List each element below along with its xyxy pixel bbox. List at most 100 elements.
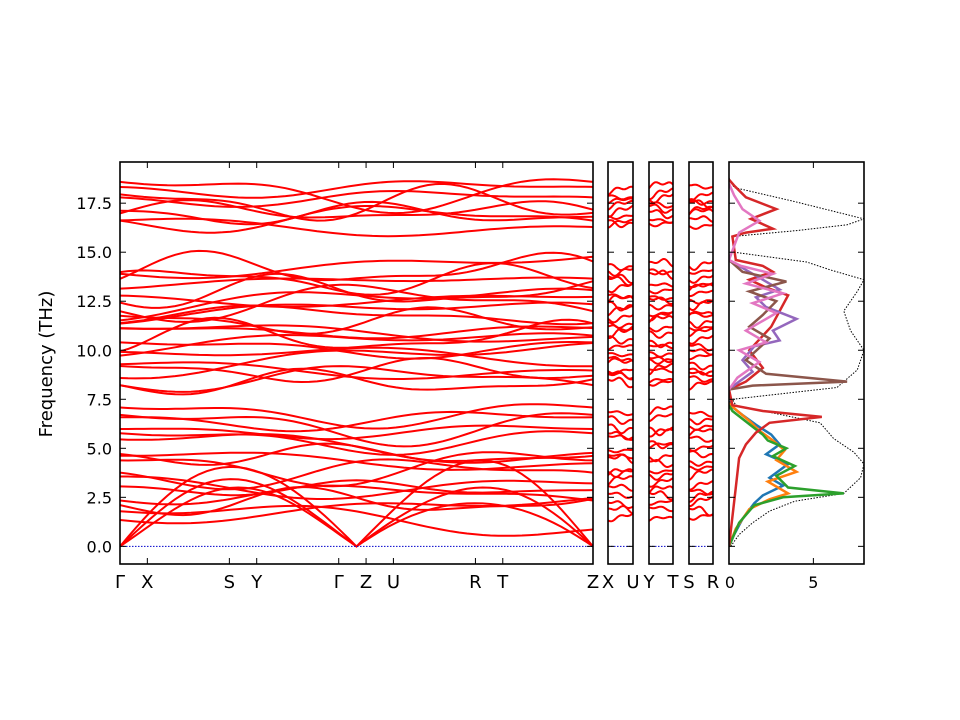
dos-x-tick-label: 0 xyxy=(725,573,735,592)
band-line xyxy=(120,325,593,340)
band-line xyxy=(120,342,593,380)
band-line xyxy=(689,367,713,376)
x-tick-label-S: S xyxy=(683,572,694,593)
band-line xyxy=(649,477,673,488)
band-line xyxy=(689,191,713,202)
band-line xyxy=(608,512,633,523)
band-line xyxy=(689,460,713,467)
band-line xyxy=(120,356,593,384)
band-line xyxy=(649,440,673,450)
band-line xyxy=(120,479,593,497)
band-line xyxy=(649,426,673,437)
y-axis-label: Frequency (THz) xyxy=(36,291,57,438)
band-line xyxy=(608,314,633,324)
band-line xyxy=(608,218,633,229)
band-line xyxy=(608,267,633,277)
band-line xyxy=(689,488,713,496)
band-line xyxy=(649,295,673,301)
y-tick-label: 12.5 xyxy=(76,292,112,311)
band-line xyxy=(120,262,593,296)
band-line xyxy=(608,185,633,196)
band-line xyxy=(608,448,633,454)
band-line xyxy=(120,255,593,280)
band-line xyxy=(608,214,633,220)
band-line xyxy=(649,268,673,276)
x-tick-label-Γ: Γ xyxy=(115,572,125,593)
band-line xyxy=(649,362,673,376)
x-tick-label-S: S xyxy=(224,572,235,593)
band-line xyxy=(649,469,673,475)
dos-x-tick-label: 5 xyxy=(808,573,818,592)
band-line xyxy=(608,355,633,364)
x-tick-label-Y: Y xyxy=(250,572,263,593)
band-line xyxy=(608,469,633,479)
band-line xyxy=(689,311,713,318)
band-line xyxy=(649,339,673,349)
band-line xyxy=(608,415,633,425)
band-panel-frame-0 xyxy=(119,161,594,565)
band-line xyxy=(689,375,713,383)
band-line xyxy=(649,330,673,339)
band-line xyxy=(120,365,593,393)
band-line xyxy=(689,320,713,329)
band-panel-2 xyxy=(649,181,673,547)
x-tick-label-Γ: Γ xyxy=(334,572,344,593)
y-tick-label: 7.5 xyxy=(87,390,112,409)
band-line xyxy=(689,282,713,289)
band-panel-frame-3 xyxy=(688,161,714,565)
band-line xyxy=(120,451,593,488)
y-tick-label: 15.0 xyxy=(76,243,112,262)
dos-series-3 xyxy=(729,404,844,547)
band-line xyxy=(608,305,633,317)
band-line xyxy=(120,451,593,471)
band-line xyxy=(649,505,673,513)
band-line xyxy=(689,450,713,459)
band-line xyxy=(689,435,713,443)
band-line xyxy=(689,353,713,361)
band-line xyxy=(608,293,633,300)
band-line xyxy=(608,324,633,333)
band-line xyxy=(120,484,593,506)
band-line xyxy=(120,504,593,537)
band-line xyxy=(689,289,713,298)
band-line xyxy=(120,200,593,226)
band-line xyxy=(608,204,633,218)
band-line xyxy=(649,454,673,463)
band-line xyxy=(689,326,713,332)
band-line xyxy=(120,410,593,433)
x-tick-label-Z: Z xyxy=(587,572,599,593)
y-tick-label: 0.0 xyxy=(87,537,112,556)
band-line xyxy=(689,465,713,471)
band-line xyxy=(608,410,633,417)
band-line xyxy=(608,352,633,358)
band-panel-frame-2 xyxy=(648,161,674,565)
band-line xyxy=(689,370,713,377)
band-line xyxy=(689,183,713,190)
x-tick-label-T: T xyxy=(667,572,680,593)
band-line xyxy=(608,430,633,441)
dos-series-7 xyxy=(729,183,788,391)
band-line xyxy=(608,475,633,486)
band-line xyxy=(120,306,593,335)
band-line xyxy=(608,423,633,435)
band-line xyxy=(608,483,633,492)
band-line xyxy=(120,283,593,323)
dos-series-6 xyxy=(729,259,848,391)
y-tick-label: 17.5 xyxy=(76,194,112,213)
band-line xyxy=(608,468,633,476)
band-line xyxy=(649,499,673,506)
band-line xyxy=(689,424,713,431)
y-tick-label: 2.5 xyxy=(87,488,112,507)
band-line xyxy=(120,199,593,219)
band-line xyxy=(689,505,713,517)
band-line xyxy=(689,260,713,271)
band-line xyxy=(649,490,673,501)
x-tick-label-U: U xyxy=(387,572,400,593)
y-tick-label: 5.0 xyxy=(87,439,112,458)
band-line xyxy=(689,348,713,356)
band-line xyxy=(689,199,713,209)
x-tick-label-Y: Y xyxy=(643,572,656,593)
band-line xyxy=(120,180,593,199)
band-line xyxy=(120,341,593,360)
